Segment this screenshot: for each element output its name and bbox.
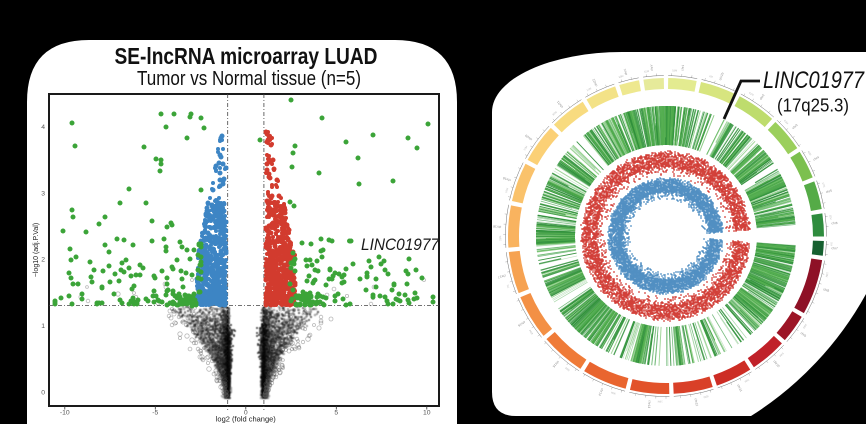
svg-text:83M: 83M <box>528 329 534 335</box>
svg-text:0: 0 <box>244 410 248 417</box>
svg-text:chrX: chrX <box>623 67 629 75</box>
svg-text:chr1: chr1 <box>680 64 685 71</box>
svg-text:4: 4 <box>41 124 45 131</box>
svg-text:10: 10 <box>423 410 431 417</box>
svg-text:chr19: chr19 <box>502 176 511 183</box>
svg-text:chrY: chrY <box>649 63 654 71</box>
svg-text:54M: 54M <box>778 352 784 358</box>
svg-text:−log10 (adj.P.Val): −log10 (adj.P.Val) <box>33 223 40 277</box>
svg-text:chr14: chr14 <box>597 388 604 397</box>
svg-text:chr20: chr20 <box>524 133 533 141</box>
svg-text:log2 (fold change): log2 (fold change) <box>216 415 277 424</box>
svg-text:30M: 30M <box>618 74 624 79</box>
svg-text:chr3: chr3 <box>791 123 798 130</box>
svg-text:93M: 93M <box>551 110 557 116</box>
svg-text:61M: 61M <box>783 119 789 125</box>
svg-text:SE-lncRNA microarray LUAD: SE-lncRNA microarray LUAD <box>115 43 378 69</box>
svg-text:-10: -10 <box>60 410 70 417</box>
svg-text:59M: 59M <box>564 366 570 372</box>
svg-text:chr10: chr10 <box>772 360 780 369</box>
svg-text:7M: 7M <box>506 284 511 289</box>
svg-text:chr16: chr16 <box>517 320 526 328</box>
svg-text:chr4: chr4 <box>812 155 820 161</box>
svg-text:72M: 72M <box>522 145 528 151</box>
svg-text:chr5: chr5 <box>825 189 832 195</box>
svg-text:chr15: chr15 <box>552 360 560 369</box>
svg-text:chr22: chr22 <box>591 78 598 87</box>
svg-text:3: 3 <box>41 190 45 197</box>
svg-text:chr2: chr2 <box>759 93 766 101</box>
svg-text:74M: 74M <box>744 378 750 384</box>
svg-text:chr9: chr9 <box>800 331 808 338</box>
svg-text:36M: 36M <box>610 391 616 396</box>
svg-text:5: 5 <box>334 410 338 417</box>
svg-text:LINC01977: LINC01977 <box>763 67 865 94</box>
svg-text:51M: 51M <box>504 187 509 193</box>
svg-text:27M: 27M <box>821 182 826 188</box>
svg-text:42M: 42M <box>807 150 813 156</box>
svg-text:81M: 81M <box>748 91 754 97</box>
svg-text:chr7: chr7 <box>831 246 838 250</box>
svg-text:chr13: chr13 <box>647 400 652 409</box>
svg-text:0: 0 <box>41 389 45 396</box>
svg-text:chr12: chr12 <box>694 398 699 407</box>
svg-text:29M: 29M <box>498 236 502 241</box>
svg-text:(17q25.3): (17q25.3) <box>777 95 849 116</box>
svg-text:chr8: chr8 <box>823 287 830 293</box>
svg-text:1: 1 <box>41 323 45 330</box>
svg-text:2: 2 <box>41 257 45 264</box>
svg-text:93M: 93M <box>703 394 709 399</box>
svg-text:11M: 11M <box>828 215 832 220</box>
svg-text:42M: 42M <box>644 69 649 74</box>
svg-text:chr17: chr17 <box>497 274 506 280</box>
svg-text:-5: -5 <box>152 410 158 417</box>
svg-text:10M: 10M <box>825 272 830 278</box>
svg-text:2M: 2M <box>709 74 714 79</box>
svg-text:15M: 15M <box>658 400 663 404</box>
svg-text:39M: 39M <box>802 323 808 329</box>
svg-text:chr11: chr11 <box>736 384 743 393</box>
svg-text:chr6: chr6 <box>831 221 838 225</box>
svg-text:13M: 13M <box>586 86 592 92</box>
svg-text:Tumor vs Normal tissue (n=5): Tumor vs Normal tissue (n=5) <box>137 68 361 90</box>
svg-text:LINC01977: LINC01977 <box>361 235 439 254</box>
svg-text:chr21: chr21 <box>556 100 564 109</box>
svg-text:chr18: chr18 <box>493 224 501 229</box>
svg-text:18M: 18M <box>672 68 677 72</box>
svg-text:1M: 1M <box>830 242 834 246</box>
svg-text:chr1b: chr1b <box>718 72 725 81</box>
